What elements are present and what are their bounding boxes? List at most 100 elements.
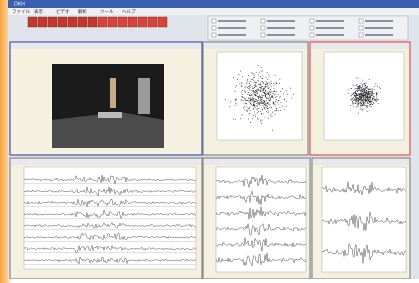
point	[354, 92, 355, 93]
point	[263, 107, 264, 108]
point	[258, 90, 259, 91]
point	[351, 88, 352, 89]
checkbox[interactable]	[212, 33, 216, 37]
point	[362, 87, 363, 88]
point	[279, 79, 280, 80]
title-bar	[8, 0, 419, 8]
checkbox[interactable]	[359, 19, 363, 23]
point	[260, 96, 261, 97]
point	[355, 94, 356, 95]
menu-item[interactable]: ツール	[100, 10, 114, 15]
point	[363, 103, 364, 104]
point	[270, 100, 271, 101]
point	[252, 79, 253, 80]
point	[363, 95, 364, 96]
point	[286, 106, 287, 107]
point	[369, 97, 370, 98]
tool-button[interactable]	[28, 17, 37, 27]
point	[282, 88, 283, 89]
point	[233, 118, 234, 119]
point	[269, 100, 270, 101]
point	[287, 94, 288, 95]
point	[275, 94, 276, 95]
point	[271, 107, 272, 108]
checkbox[interactable]	[261, 26, 265, 30]
point	[260, 87, 261, 88]
menu-item[interactable]: 解析	[78, 8, 87, 15]
point	[369, 101, 370, 102]
point	[258, 100, 259, 101]
point	[369, 102, 370, 103]
point	[246, 110, 247, 111]
option-label	[316, 27, 344, 29]
point	[276, 91, 277, 92]
checkbox[interactable]	[310, 33, 314, 37]
point	[271, 86, 272, 87]
point	[360, 99, 361, 100]
point	[375, 99, 376, 100]
point	[251, 99, 252, 100]
point	[361, 96, 362, 97]
point	[265, 103, 266, 104]
point	[249, 108, 250, 109]
tool-button[interactable]	[98, 17, 107, 27]
point	[268, 93, 269, 94]
point	[374, 98, 375, 99]
point	[262, 81, 263, 82]
checkbox[interactable]	[212, 26, 216, 30]
point	[249, 114, 250, 115]
tool-button[interactable]	[68, 17, 77, 27]
menu-item[interactable]: 表示	[34, 8, 43, 15]
tool-button[interactable]	[128, 17, 137, 27]
point	[257, 93, 258, 94]
point	[363, 96, 364, 97]
tool-button[interactable]	[88, 17, 97, 27]
point	[270, 104, 271, 105]
point	[366, 88, 367, 89]
point	[259, 87, 260, 88]
checkbox[interactable]	[310, 26, 314, 30]
option-label	[316, 20, 344, 22]
checkbox[interactable]	[359, 33, 363, 37]
point	[252, 118, 253, 119]
tool-button[interactable]	[148, 17, 157, 27]
point	[355, 99, 356, 100]
menu-item[interactable]: ヘルプ	[122, 9, 136, 15]
point	[351, 95, 352, 96]
tool-button[interactable]	[48, 17, 57, 27]
tool-button[interactable]	[158, 17, 167, 27]
point	[364, 102, 365, 103]
point	[269, 105, 270, 106]
checkbox[interactable]	[310, 19, 314, 23]
point	[364, 104, 365, 105]
checkbox[interactable]	[212, 19, 216, 23]
point	[377, 93, 378, 94]
point	[243, 97, 244, 98]
checkbox[interactable]	[359, 26, 363, 30]
tool-button[interactable]	[78, 17, 87, 27]
page: DKH ファイル表示ビデオ解析ツールヘルプ (() => { const dat…	[0, 0, 419, 279]
point	[360, 93, 361, 94]
point	[363, 105, 364, 106]
point	[371, 101, 372, 102]
point	[366, 106, 367, 107]
tool-button[interactable]	[38, 17, 47, 27]
point	[268, 88, 269, 89]
tool-button[interactable]	[138, 17, 147, 27]
point	[265, 91, 266, 92]
tool-button[interactable]	[108, 17, 117, 27]
point	[359, 93, 360, 94]
point	[353, 106, 354, 107]
point	[259, 72, 260, 73]
checkbox[interactable]	[261, 19, 265, 23]
point	[348, 89, 349, 90]
point	[244, 103, 245, 104]
menu-item[interactable]: ファイル	[12, 9, 30, 15]
point	[262, 102, 263, 103]
checkbox[interactable]	[261, 33, 265, 37]
tool-button[interactable]	[58, 17, 67, 27]
point	[266, 106, 267, 107]
menu-item[interactable]: ビデオ	[56, 8, 70, 15]
point	[247, 87, 248, 88]
tool-button[interactable]	[118, 17, 127, 27]
